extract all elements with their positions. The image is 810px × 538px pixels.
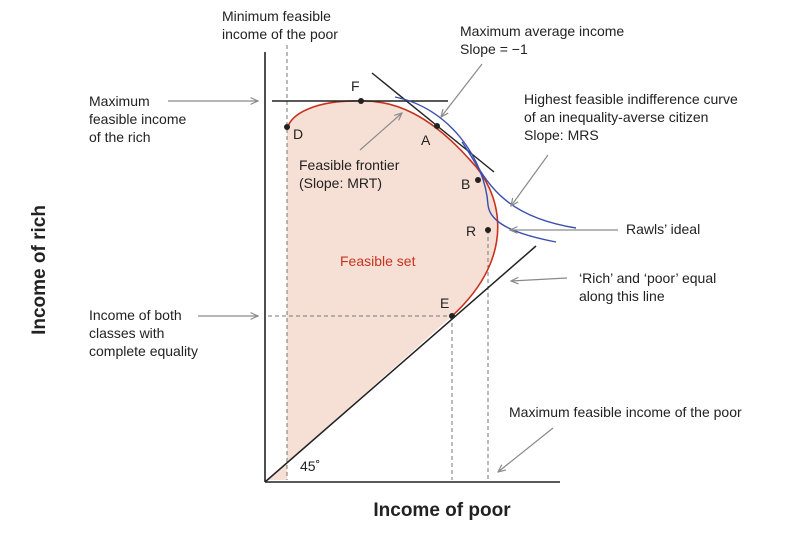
max-poor-label: Maximum feasible income of the poor xyxy=(509,404,742,420)
angle-label: 45˚ xyxy=(300,458,320,474)
label-a: A xyxy=(421,132,431,148)
max-rich-line-1: Maximum xyxy=(89,93,150,109)
label-e: E xyxy=(440,295,449,311)
equality-income-label: Income of both classes with complete equ… xyxy=(89,307,198,359)
equal-line-arrow xyxy=(511,278,568,281)
equal-line-line-2: along this line xyxy=(579,288,665,304)
equality-line xyxy=(264,245,537,483)
point-b xyxy=(475,177,481,183)
indifference-label: Highest feasible indifference curve of a… xyxy=(524,91,742,143)
label-d: D xyxy=(293,126,303,142)
max-average-label: Maximum average income Slope = −1 xyxy=(460,23,628,57)
x-axis-title: Income of poor xyxy=(373,500,511,521)
min-poor-line-1: Minimum feasible xyxy=(222,8,331,24)
point-a xyxy=(434,123,440,129)
point-d xyxy=(284,124,290,130)
max-average-tangent xyxy=(371,72,495,173)
equal-line-line-1: ‘Rich’ and ‘poor’ equal xyxy=(579,270,716,286)
equality-income-line-2: classes with xyxy=(89,325,164,341)
min-poor-label: Minimum feasible income of the poor xyxy=(222,8,338,42)
feasible-set-label: Feasible set xyxy=(340,253,416,269)
indifference-line-1: Highest feasible indifference curve xyxy=(524,91,738,107)
max-rich-label: Maximum feasible income of the rich xyxy=(89,93,190,145)
indifference-curve-r xyxy=(461,141,577,229)
frontier-line-1: Feasible frontier xyxy=(299,157,400,173)
label-r: R xyxy=(466,223,476,239)
frontier-line-2: (Slope: MRT) xyxy=(299,175,382,191)
y-axis-title: Income of rich xyxy=(29,205,50,335)
rawls-label: Rawls’ ideal xyxy=(626,221,700,237)
max-average-line-2: Slope = −1 xyxy=(460,41,528,57)
min-poor-line-2: income of the poor xyxy=(222,26,338,42)
feasible-set-region xyxy=(268,100,498,481)
max-average-arrow xyxy=(441,63,483,117)
frontier-arrow xyxy=(359,113,402,151)
indifference-line-2: of an inequality-averse citizen xyxy=(524,109,708,125)
equality-income-line-1: Income of both xyxy=(89,307,182,323)
max-average-line-1: Maximum average income xyxy=(460,23,624,39)
max-rich-line-2: feasible income xyxy=(89,111,186,127)
point-e xyxy=(449,313,455,319)
label-b: B xyxy=(461,176,470,192)
label-f: F xyxy=(351,78,360,94)
equality-income-line-3: complete equality xyxy=(89,343,198,359)
frontier-label: Feasible frontier (Slope: MRT) xyxy=(299,157,403,191)
point-f xyxy=(358,98,364,104)
point-r xyxy=(485,227,491,233)
indifference-line-3: Slope: MRS xyxy=(524,127,599,143)
max-rich-line-3: of the rich xyxy=(89,129,150,145)
equal-line-label: ‘Rich’ and ‘poor’ equal along this line xyxy=(579,270,720,304)
indifference-curve-b xyxy=(394,96,557,243)
max-poor-arrow xyxy=(498,427,554,472)
indifference-arrow xyxy=(511,154,549,206)
